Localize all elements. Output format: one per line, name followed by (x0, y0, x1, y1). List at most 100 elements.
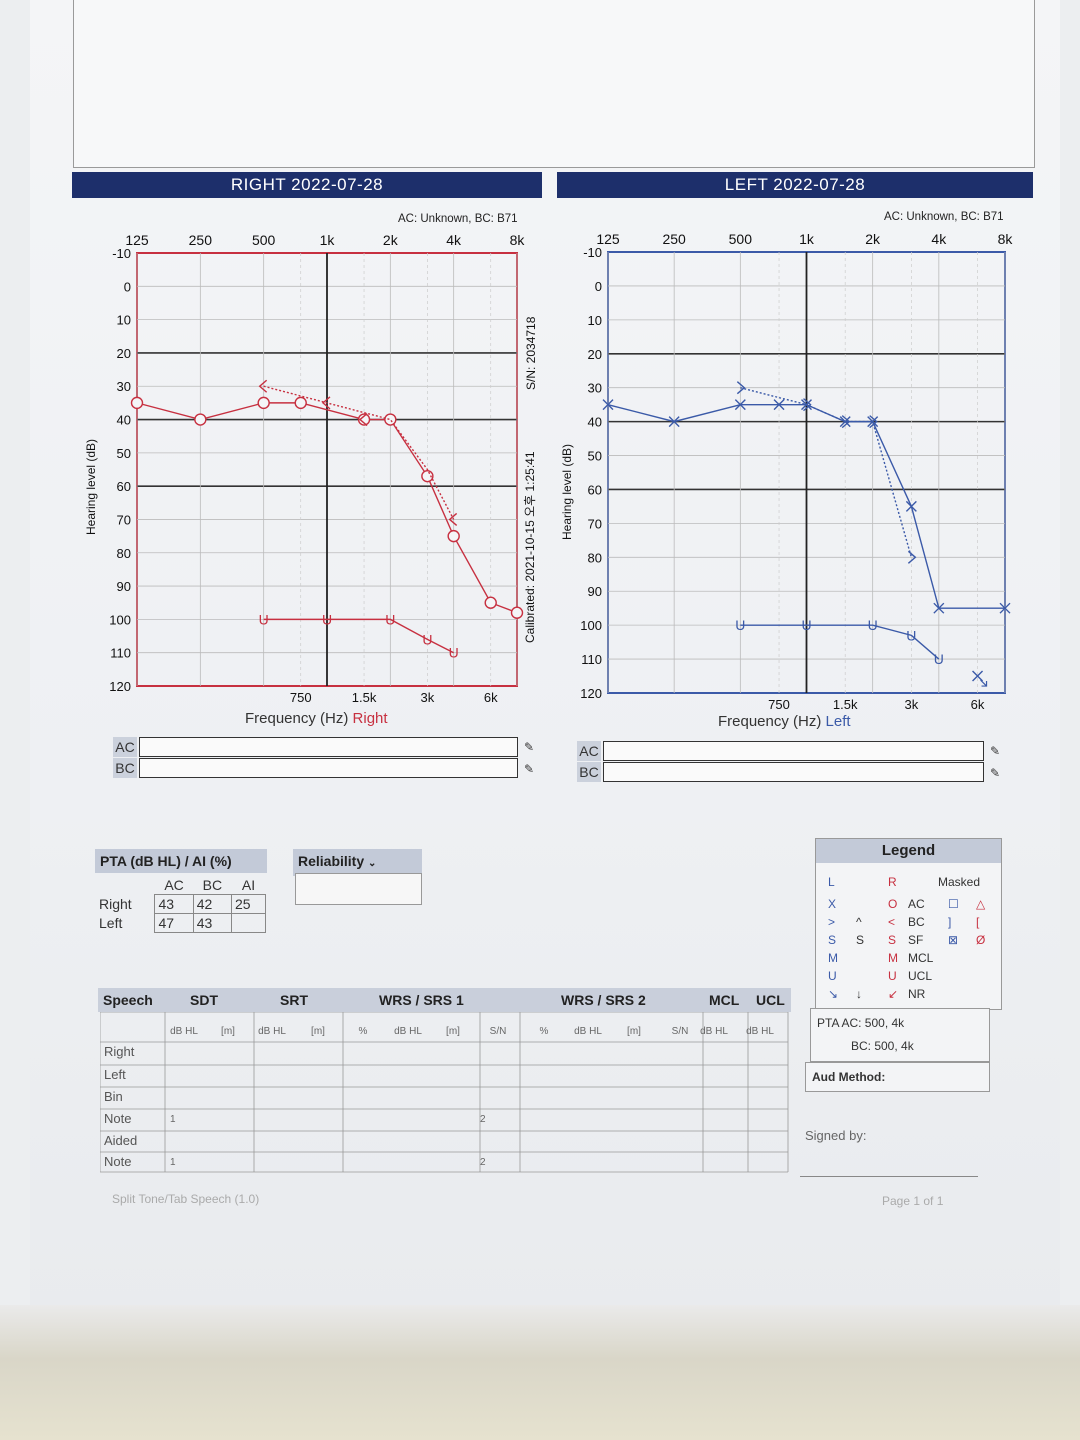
right-y-tick-label: 40 (117, 413, 131, 428)
signature-line[interactable] (800, 1176, 978, 1177)
right-side-label: Right (352, 710, 388, 727)
speech-note-mark: 2 (480, 1157, 486, 1168)
right-y-tick-label: 100 (109, 612, 131, 627)
right-ac-marker (510, 606, 524, 619)
left-ac-marker (999, 602, 1011, 614)
legend-symbol-left: S (828, 933, 837, 947)
pta-row-label: Right (99, 896, 132, 912)
right-ac-marker (194, 413, 207, 426)
reliability-field[interactable] (295, 873, 422, 905)
speech-grid-lines: dB HL [m] dB HL [m]% dB HL [m] S/N% dB HL [m] S/N… (99, 1011, 789, 1173)
reliability-title[interactable]: Reliability ⌄ (293, 849, 422, 876)
speech-subheader: % (540, 1026, 549, 1037)
right-bc-label: BC (113, 758, 137, 778)
speech-header: Speech SDT SRT WRS / SRS 1 WRS / SRS 2 M… (98, 988, 791, 1012)
speech-subheader: dB HL (170, 1026, 198, 1037)
right-ac-marker (384, 413, 397, 426)
left-y-tick-label: 100 (580, 618, 602, 633)
right-top-tick-label: 125 (125, 232, 149, 248)
right-bc-marker (448, 512, 458, 526)
left-y-tick-label: 80 (588, 550, 602, 565)
pta-cell: 47 (154, 913, 194, 933)
left-y-tick-label: 30 (588, 381, 602, 396)
speech-subheader: S/N (672, 1026, 689, 1037)
pencil-icon[interactable]: ✎ (524, 762, 535, 776)
right-xaxis-title: Frequency (Hz) Right (245, 710, 388, 727)
left-top-tick-label: 1k (799, 231, 815, 247)
speech-subheader: dB HL (258, 1026, 286, 1037)
right-bc-field[interactable] (139, 758, 518, 778)
right-series-line (136, 402, 518, 614)
speech-group: WRS / SRS 2 (561, 992, 646, 1008)
right-ac-marker (447, 529, 460, 543)
speech-row-label: Aided (104, 1133, 137, 1148)
speech-subheader: [m] (311, 1026, 325, 1037)
legend-symbol-left: M (828, 951, 838, 965)
pta-row-label: Left (99, 915, 123, 931)
left-y-tick-label: 50 (588, 449, 602, 464)
speech-subheader: [m] (221, 1026, 235, 1037)
pta-freq-line: PTA AC: 500, 4k (817, 1016, 905, 1030)
right-acbc-note: AC: Unknown, BC: B71 (398, 213, 518, 225)
legend-symbol-left: > (828, 915, 836, 929)
pta-cell: 42 (192, 894, 233, 914)
left-series-line (740, 387, 913, 558)
right-y-tick-label: 10 (117, 313, 131, 328)
pta-table: AC BC AI Right 43 42 25 Left 47 43 (96, 876, 266, 933)
speech-row-label: Right (104, 1044, 135, 1059)
left-ac-marker (734, 399, 746, 411)
right-top-tick-label: 250 (189, 232, 213, 248)
pta-cell (231, 913, 266, 933)
right-ac-field[interactable] (139, 737, 518, 757)
right-ucl-marker: U (422, 631, 432, 647)
right-top-tick-label: 500 (252, 232, 276, 248)
legend-symbol-right: U (888, 969, 897, 983)
left-bc-field[interactable] (603, 762, 984, 782)
legend-name: SF (908, 933, 924, 947)
pencil-icon[interactable]: ✎ (990, 744, 1001, 758)
right-y-tick-label: 20 (117, 346, 131, 361)
right-y-tick-label: 90 (117, 579, 131, 594)
right-ucl-marker: U (385, 611, 395, 627)
right-top-tick-label: 4k (446, 232, 462, 248)
audiogram-paper (30, 0, 1060, 1320)
legend-symbol-left: ↘ (828, 987, 839, 1001)
pencil-icon[interactable]: ✎ (990, 766, 1001, 780)
left-bottom-tick-label: 750 (768, 697, 790, 712)
speech-title: Speech (103, 992, 153, 1008)
left-bc-marker (869, 415, 878, 429)
legend-symbol-mid: ↓ (856, 987, 862, 1001)
speech-group: WRS / SRS 1 (379, 992, 464, 1008)
right-audiogram-plot: 125 250 500 1k 2k 4k 8k 750 1.5k 3k 6k -10 0 10 20 30 40… (109, 232, 526, 705)
legend-col-masked: Masked (938, 875, 981, 889)
left-top-tick-label: 250 (662, 231, 686, 247)
pencil-icon[interactable]: ✎ (524, 740, 535, 754)
speech-subheader: [m] (446, 1026, 460, 1037)
legend-box: Legend L R Masked X O AC ☐ △ > ^ < BC] [S S S SF ⊠ Ø M M MCL… (815, 838, 1002, 1010)
right-top-tick-label: 8k (510, 232, 526, 248)
right-bottom-tick-label: 6k (484, 690, 498, 705)
legend-col-right: R (888, 875, 897, 889)
left-ac-field[interactable] (603, 741, 984, 761)
speech-group: SRT (280, 992, 308, 1008)
speech-row-label: Bin (104, 1089, 123, 1104)
speech-row-label: Note (104, 1154, 131, 1169)
speech-subheader: dB HL (394, 1026, 422, 1037)
left-ac-marker (933, 602, 945, 614)
left-ac-marker (905, 500, 917, 512)
left-xaxis-text: Frequency (Hz) (718, 713, 822, 730)
legend-col-left: L (828, 875, 835, 889)
left-y-tick-label: 120 (580, 686, 602, 701)
left-top-tick-label: 8k (998, 231, 1014, 247)
reliability-label: Reliability (298, 853, 365, 869)
speech-group: SDT (190, 992, 218, 1008)
left-ac-marker (773, 399, 785, 411)
legend-masked-left: ☐ (948, 897, 959, 911)
legend-symbol-right: ↙ (888, 987, 899, 1001)
right-ucl-marker: U (259, 611, 269, 627)
left-y-tick-label: -10 (583, 245, 602, 260)
left-ac-marker (972, 670, 984, 682)
left-ac-marker (839, 416, 851, 428)
left-ac-marker (668, 416, 680, 428)
speech-note-mark: 1 (170, 1114, 176, 1125)
